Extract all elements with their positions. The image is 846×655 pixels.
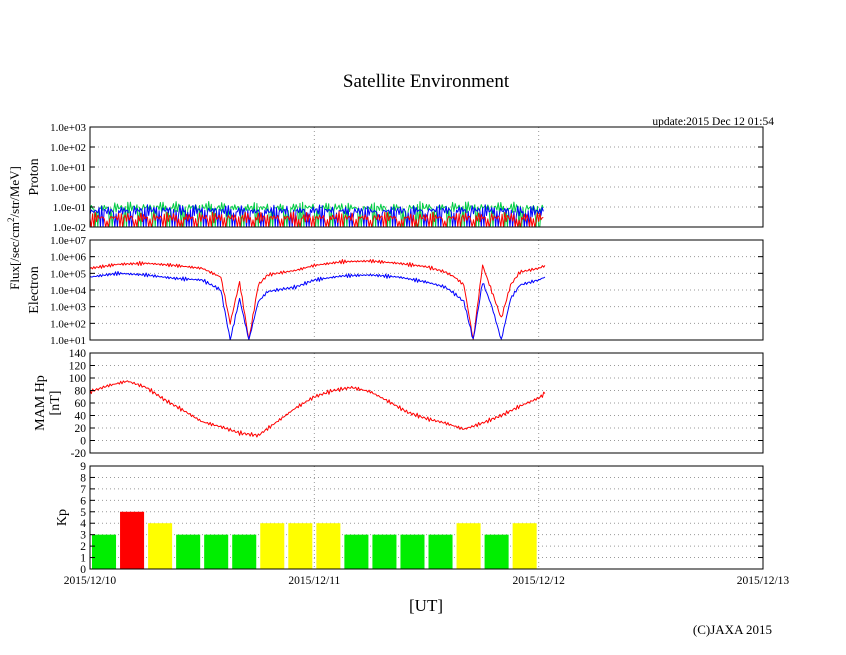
panel-frame: [89, 126, 764, 228]
kp-bar: [316, 523, 341, 569]
flux-label-superscript: 2: [6, 217, 16, 222]
y-tick-label: 0: [80, 436, 86, 448]
kp-bar: [120, 511, 145, 569]
panel-ylabel: Proton: [27, 158, 42, 195]
update-timestamp: update:2015 Dec 12 01:54: [652, 116, 774, 128]
y-tick-label: 40: [75, 411, 87, 423]
y-tick-label: 2: [80, 541, 86, 553]
y-tick-label: 9: [80, 461, 86, 473]
x-tick-label: 2015/12/13: [737, 575, 790, 587]
kp-bar: [232, 534, 257, 569]
y-tick-label: 60: [75, 398, 87, 410]
panel-electron: 1.0e+01 1.0e+02 1.0e+03 1.0e+04 1.0e+05 1.0e+…: [27, 235, 764, 347]
kp-bar: [456, 523, 481, 569]
kp-bar: [512, 523, 537, 569]
y-tick-label: 1.0e+01: [50, 162, 86, 174]
y-tick-label: 1.0e+03: [50, 122, 86, 134]
y-tick-label: 1: [80, 553, 86, 565]
kp-bar: [344, 534, 369, 569]
y-tick-label: 80: [75, 386, 87, 398]
kp-bar: [372, 534, 397, 569]
series-line-electron: [89, 259, 546, 340]
y-tick-label: 100: [69, 373, 87, 385]
x-axis-ticks: 2015/12/10 2015/12/11 2015/12/12 2015/12/13: [64, 575, 790, 587]
y-tick-label: 4: [80, 518, 86, 530]
series-line-proton: [89, 204, 544, 228]
flux-axis-label: Flux[/sec/cm2/str/MeV]: [6, 166, 22, 290]
y-tick-label: 6: [80, 495, 86, 507]
y-tick-label: 1.0e+06: [50, 252, 86, 264]
y-tick-label: 20: [75, 423, 87, 435]
x-tick-label: 2015/12/10: [64, 575, 117, 587]
kp-bar: [176, 534, 201, 569]
y-tick-label: 1.0e+02: [50, 318, 86, 330]
y-tick-label: 1.0e-02: [53, 222, 86, 234]
y-tick-label: 1.0e+03: [50, 302, 86, 314]
series-line-mam_hp: [89, 380, 546, 438]
kp-bar: [288, 523, 313, 569]
panel-proton: 1.0e-02 1.0e-01 1.0e+00 1.0e+01 1.0e+02 1.0e+…: [27, 122, 764, 234]
kp-bar: [92, 534, 117, 569]
x-tick-label: 2015/12/11: [288, 575, 340, 587]
y-tick-label: 1.0e-01: [53, 202, 86, 214]
kp-bar: [148, 523, 173, 569]
panel-frame: [89, 465, 764, 570]
y-tick-label: 1.0e+00: [50, 182, 86, 194]
series-line-electron: [89, 271, 546, 341]
kp-bar: [204, 534, 229, 569]
y-tick-label: 1.0e+04: [50, 285, 86, 297]
chart-panels: 1.0e-021.0e-011.0e+001.0e+011.0e+021.0e+…: [27, 122, 764, 576]
panel-ylabel: Electron: [27, 266, 42, 313]
chart-title: Satellite Environment: [343, 71, 510, 92]
y-tick-label: 1.0e+07: [50, 235, 86, 247]
y-tick-label: 0: [80, 564, 86, 576]
ylabel-line: MAM Hp: [33, 375, 48, 431]
y-tick-label: 140: [69, 348, 87, 360]
y-tick-label: 1.0e+05: [50, 268, 86, 280]
y-tick-label: 120: [69, 361, 87, 373]
y-tick-label: 3: [80, 530, 86, 542]
kp-bar: [260, 523, 285, 569]
y-tick-label: 5: [80, 507, 86, 519]
panel-ylabel: MAM Hp[nT]: [33, 375, 63, 431]
y-tick-label: 8: [80, 472, 86, 484]
x-tick-label: 2015/12/12: [512, 575, 565, 587]
panel-ylabel: Kp: [55, 509, 70, 526]
kp-bar: [428, 534, 453, 569]
kp-bar: [400, 534, 425, 569]
flux-label-part1: Flux[/sec/cm: [7, 222, 22, 290]
y-tick-label: 1.0e+02: [50, 142, 86, 154]
y-tick-label: -20: [71, 448, 87, 460]
flux-label-part2: /str/MeV]: [7, 166, 22, 217]
x-axis-label: [UT]: [409, 596, 443, 615]
y-tick-label: 7: [80, 484, 86, 496]
copyright-text: (C)JAXA 2015: [693, 622, 772, 637]
ylabel-line: [nT]: [48, 391, 63, 416]
y-tick-label: 1.0e+01: [50, 335, 86, 347]
kp-bar: [484, 534, 509, 569]
